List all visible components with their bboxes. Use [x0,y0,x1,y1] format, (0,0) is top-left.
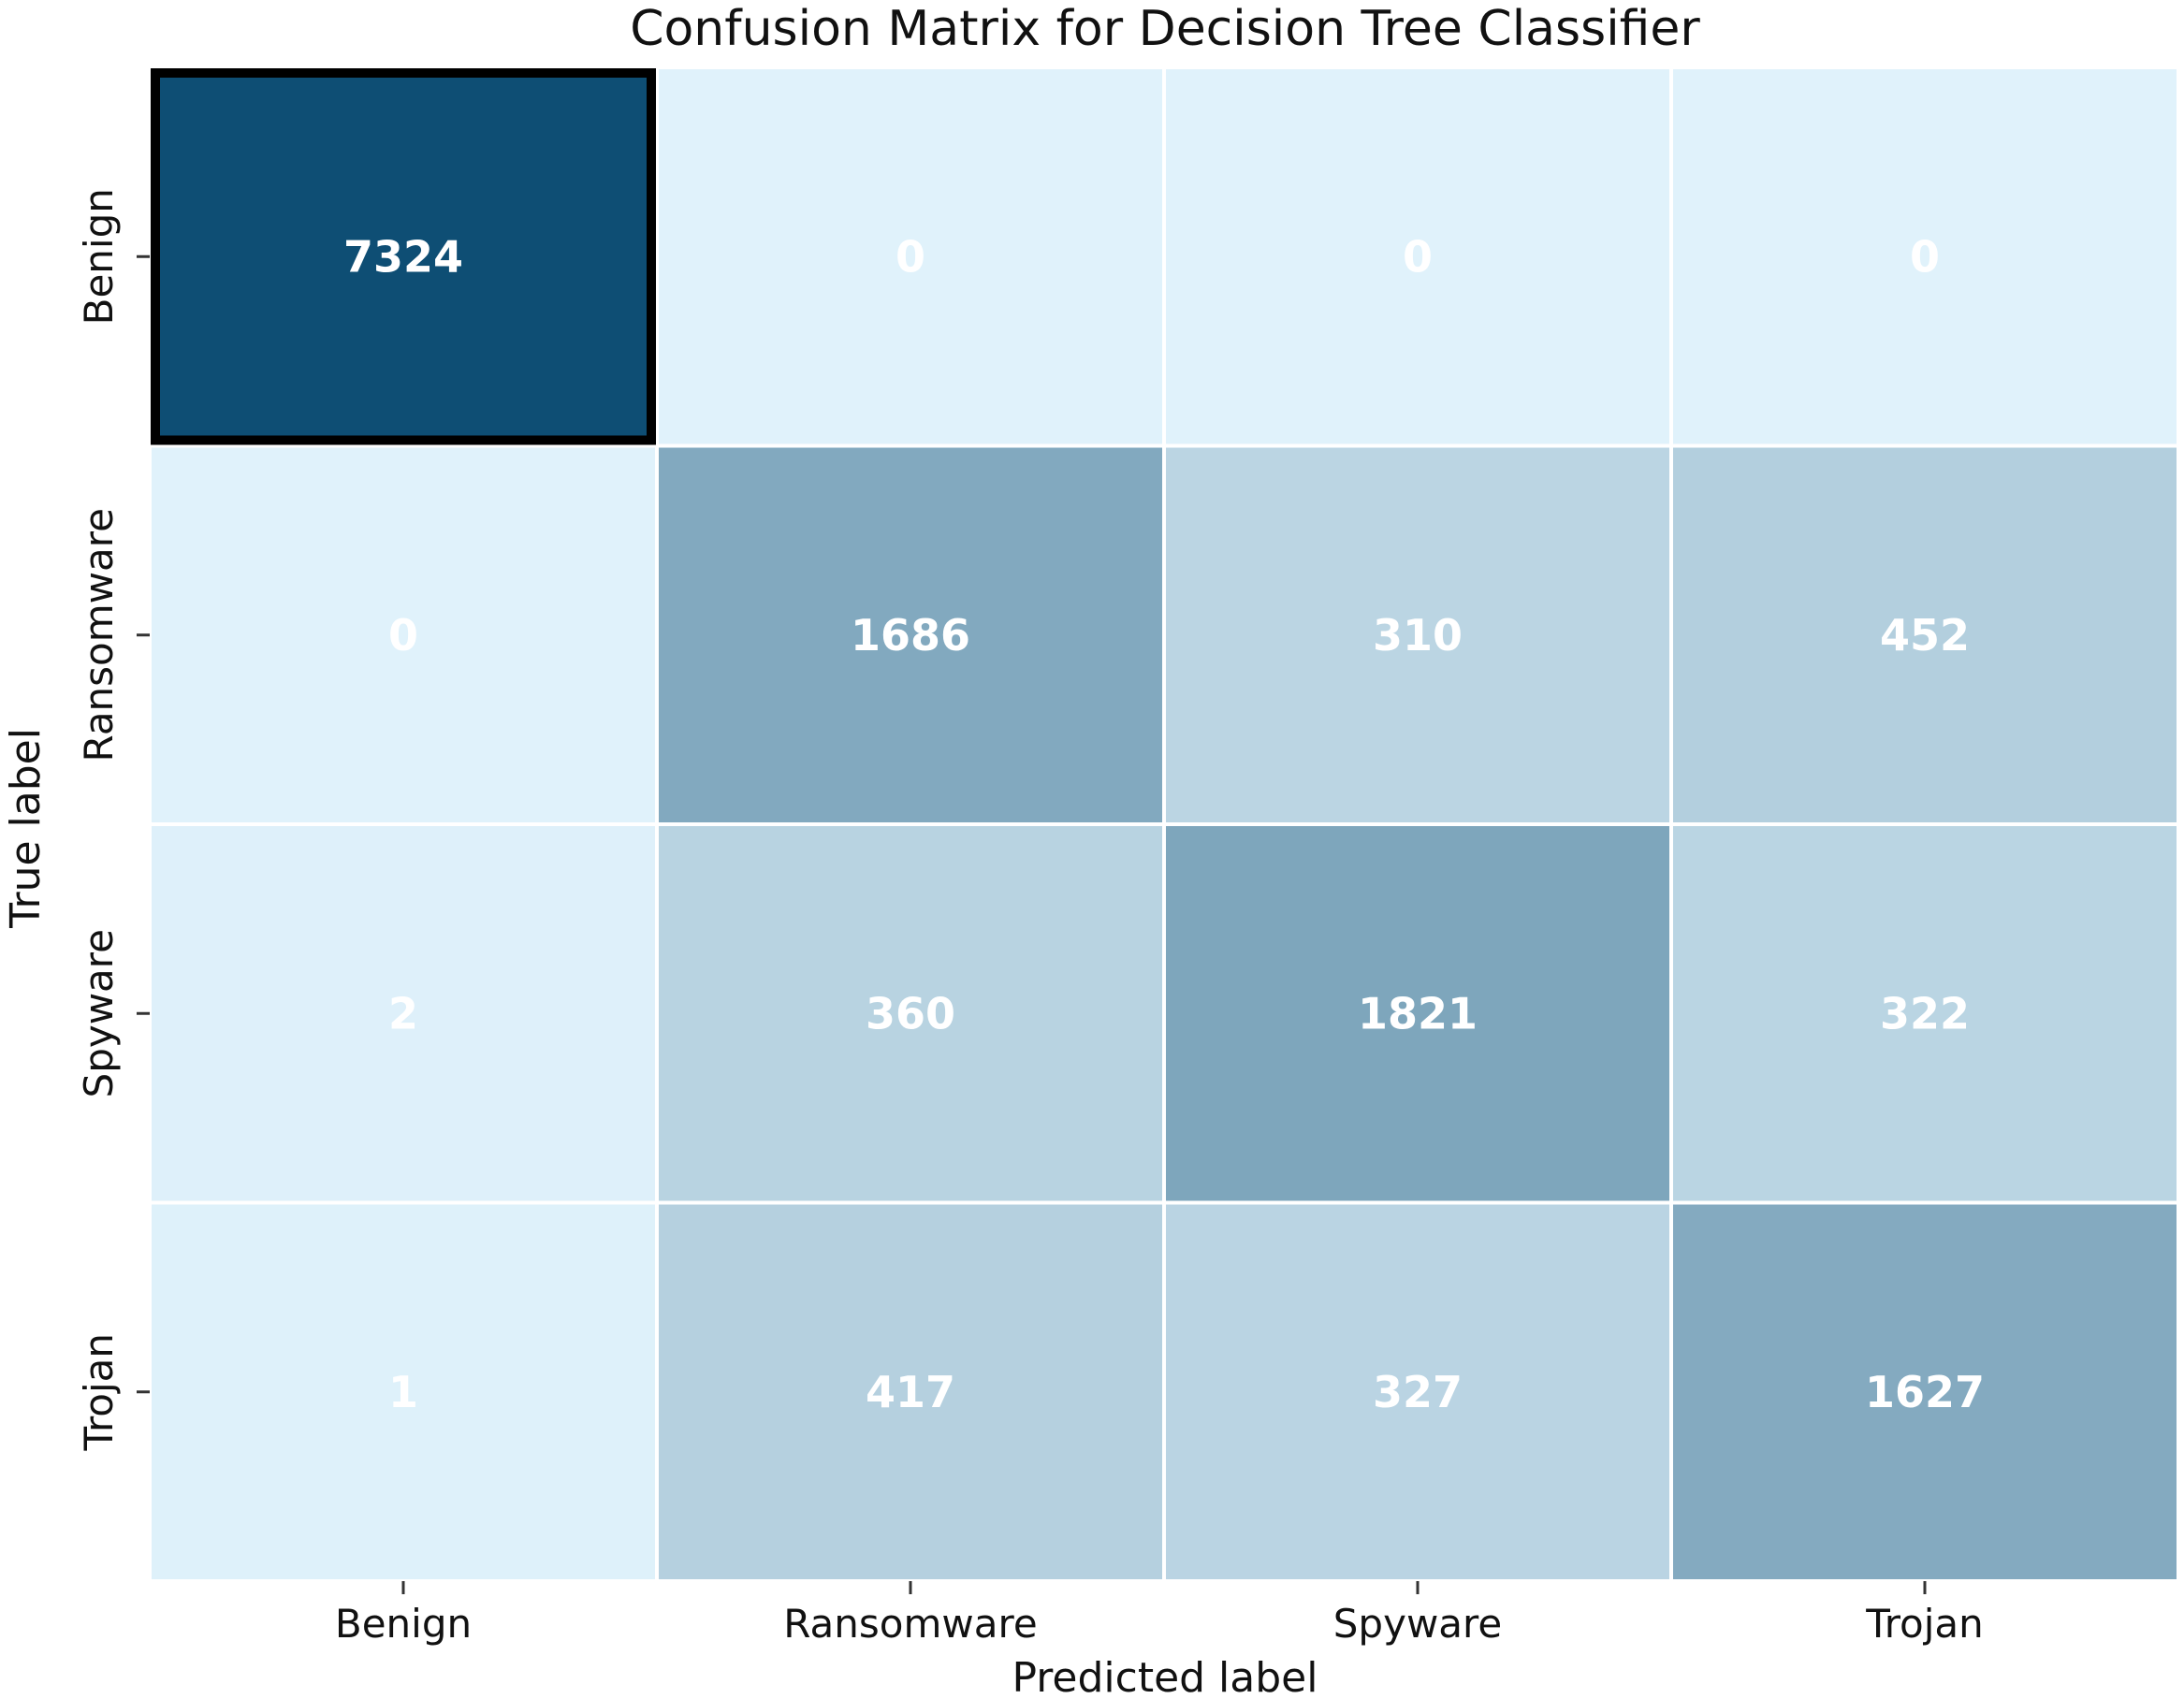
heatmap-cells [148,65,2180,1583]
heatmap-cell-trojan-benign [148,1200,659,1583]
cell-value-ransomware-spyware: 310 [1373,610,1463,661]
x-tick-label-spyware: Spyware [1333,1601,1502,1647]
cell-value-ransomware-ransomware: 1686 [851,610,970,661]
cell-value-ransomware-trojan: 452 [1880,610,1970,661]
x-axis-ticks: Benign Ransomware Spyware Trojan [335,1581,1984,1647]
heatmap-cell-trojan-trojan [1669,1200,2180,1583]
heatmap-cell-spyware-ransomware [655,822,1166,1205]
cell-value-benign-trojan: 0 [1910,231,1940,282]
heatmap-cell-trojan-spyware [1162,1200,1673,1583]
heatmap-cell-benign-benign [148,65,659,448]
heatmap-cell-benign-trojan [1669,65,2180,448]
heatmap-cell-ransomware-benign [148,443,659,826]
cell-value-spyware-spyware: 1821 [1358,988,1478,1038]
cell-value-trojan-ransomware: 417 [866,1367,955,1417]
cell-value-spyware-benign: 2 [388,988,418,1038]
cell-value-spyware-trojan: 322 [1880,988,1970,1038]
y-tick-label-spyware: Spyware [76,929,122,1097]
heatmap-cell-benign-ransomware [655,65,1166,448]
y-tick-label-benign: Benign [76,188,122,325]
heatmap-cell-benign-spyware [1162,65,1673,448]
heatmap-cell-labels: 7324 0 0 0 0 1686 310 452 2 360 1821 322 1 417 327 1627 [343,231,1985,1417]
x-tick-label-trojan: Trojan [1865,1601,1984,1647]
highlighted-cell-border [151,68,656,445]
chart-title: Confusion Matrix for Decision Tree Class… [630,1,1700,57]
y-tick-label-ransomware: Ransomware [76,508,122,762]
cell-value-benign-spyware: 0 [1403,231,1433,282]
y-axis-ticks: Benign Ransomware Spyware Trojan [76,188,150,1452]
heatmap-cell-ransomware-ransomware [655,443,1166,826]
cell-value-benign-ransomware: 0 [895,231,925,282]
heatmap-cell-ransomware-trojan [1669,443,2180,826]
cell-value-benign-benign: 7324 [343,231,463,282]
cell-value-trojan-benign: 1 [388,1367,418,1417]
cell-value-trojan-spyware: 327 [1373,1367,1463,1417]
heatmap-cell-spyware-trojan [1669,822,2180,1205]
x-tick-label-ransomware: Ransomware [783,1601,1037,1647]
y-axis-label: True label [2,728,50,929]
y-tick-label-trojan: Trojan [76,1333,122,1452]
x-tick-label-benign: Benign [335,1601,472,1647]
cell-value-trojan-trojan: 1627 [1865,1367,1985,1417]
x-axis-label: Predicted label [1012,1654,1318,1699]
cell-value-spyware-ransomware: 360 [866,988,955,1038]
cell-value-ransomware-benign: 0 [388,610,418,661]
heatmap-cell-trojan-ransomware [655,1200,1166,1583]
